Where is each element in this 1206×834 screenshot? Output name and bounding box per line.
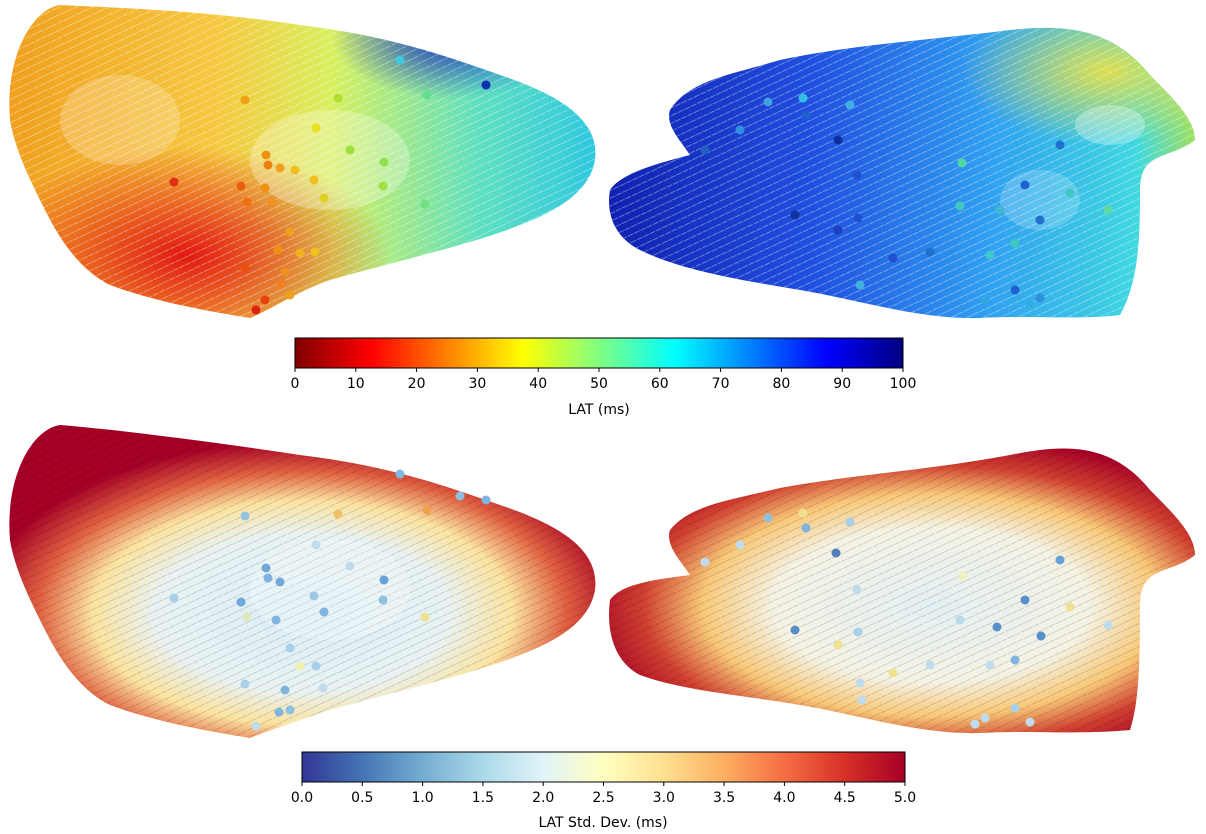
- std-anterior-markers: [169, 469, 491, 731]
- std-tick-label: 2.5: [592, 790, 614, 806]
- lat-colorbar-ticks: 0 10 20 30 40 50 60 70 80 90 100: [291, 368, 917, 392]
- lat-tick-label: 60: [651, 376, 669, 392]
- std-tick-label: 1.5: [472, 790, 494, 806]
- lat-tick-label: 100: [890, 376, 917, 392]
- lat-tick-label: 20: [408, 376, 426, 392]
- std-tick-label: 4.5: [834, 790, 856, 806]
- lat-anterior-markers: [169, 55, 491, 315]
- lat-colorbar-label: LAT (ms): [568, 402, 629, 418]
- std-tick-label: 3.0: [653, 790, 675, 806]
- lat-tick-label: 40: [529, 376, 547, 392]
- lat-posterior-surface: [609, 27, 1195, 319]
- lat-tick-label: 0: [291, 376, 300, 392]
- std-colorbar: 0.0 0.5 1.0 1.5 2.0 2.5 3.0 3.5 4.0 4.5 5.0 LAT St…: [291, 751, 916, 831]
- lat-anterior-surface: [9, 5, 596, 318]
- lat-tick-label: 90: [833, 376, 851, 392]
- lat-tick-label: 10: [347, 376, 365, 392]
- std-tick-label: 2.0: [532, 790, 554, 806]
- lat-tick-label: 50: [590, 376, 608, 392]
- std-tick-label: 3.5: [713, 790, 735, 806]
- std-tick-label: 0.0: [291, 790, 313, 806]
- std-posterior-markers: [700, 508, 1113, 729]
- lat-tick-label: 70: [712, 376, 730, 392]
- lat-tick-label: 30: [468, 376, 486, 392]
- std-colorbar-ticks: 0.0 0.5 1.0 1.5 2.0 2.5 3.0 3.5 4.0 4.5 5.0: [291, 782, 916, 806]
- lat-colorbar-gradient: [294, 337, 904, 369]
- std-posterior-surface: [609, 448, 1195, 734]
- lat-colorbar: 0 10 20 30 40 50 60 70 80 90 100 LAT (ms): [291, 337, 917, 418]
- std-tick-label: 5.0: [894, 790, 916, 806]
- std-tick-label: 0.5: [351, 790, 373, 806]
- std-tick-label: 4.0: [773, 790, 795, 806]
- std-tick-label: 1.0: [411, 790, 433, 806]
- lat-posterior-markers: [700, 93, 1113, 310]
- std-colorbar-label: LAT Std. Dev. (ms): [538, 815, 667, 831]
- lat-tick-label: 80: [772, 376, 790, 392]
- std-colorbar-gradient: [301, 751, 906, 783]
- std-anterior-surface: [9, 425, 596, 738]
